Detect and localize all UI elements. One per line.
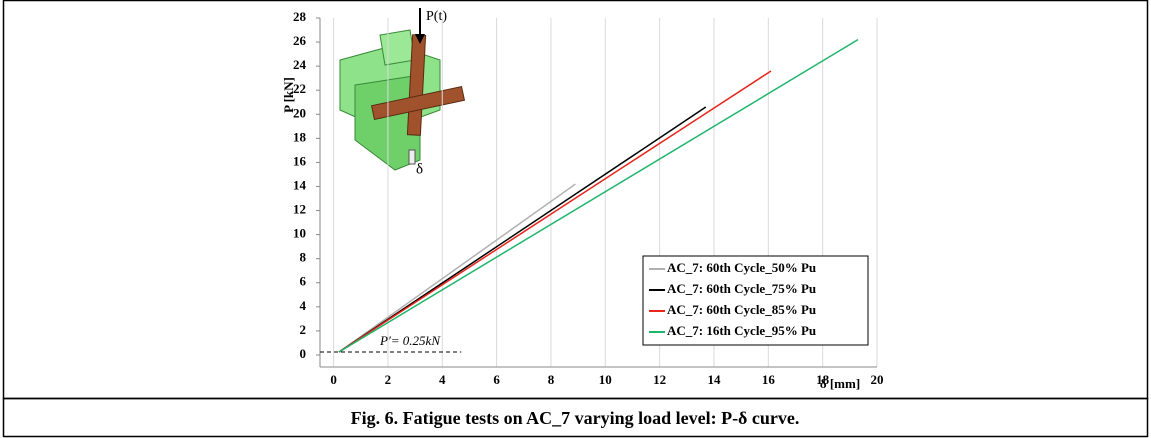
y-tick-label: 14 — [293, 177, 307, 192]
x-tick-label: 2 — [385, 372, 392, 387]
series-line — [338, 106, 707, 353]
series-line — [338, 39, 859, 353]
x-tick-label: 14 — [707, 372, 721, 387]
caption-frame — [2, 397, 1149, 438]
legend-label: AC_7: 60th Cycle_50% Pu — [667, 260, 816, 275]
reference-label: P′= 0.25kN — [379, 333, 441, 348]
legend-label: AC_7: 16th Cycle_95% Pu — [667, 323, 816, 338]
figure-frame — [2, 0, 1149, 400]
x-tick-label: 18 — [816, 372, 830, 387]
caption: Fig. 6. Fatigue tests on AC_7 varying lo… — [351, 408, 800, 428]
y-tick-label: 24 — [293, 57, 307, 72]
legend-label: AC_7: 60th Cycle_75% Pu — [667, 281, 816, 296]
y-tick-label: 6 — [300, 274, 307, 289]
y-tick-label: 10 — [293, 226, 306, 241]
y-tick-label: 12 — [293, 202, 306, 217]
y-axis-title: P [kN] — [281, 77, 296, 113]
x-tick-label: 16 — [762, 372, 776, 387]
y-tick-label: 16 — [293, 153, 307, 168]
y-tick-label: 28 — [293, 9, 307, 24]
y-tick-label: 20 — [293, 105, 306, 120]
legend-box — [642, 255, 869, 346]
series-line — [338, 183, 576, 353]
x-tick-label: 10 — [599, 372, 612, 387]
y-tick-label: 0 — [300, 346, 307, 361]
inset-label: δ — [416, 161, 423, 177]
x-tick-label: 6 — [493, 372, 500, 387]
y-tick-label: 18 — [293, 129, 307, 144]
inset-label: P(t) — [426, 9, 447, 24]
y-tick-label: 4 — [300, 298, 307, 313]
series-line — [338, 70, 772, 353]
y-tick-label: 8 — [300, 250, 307, 265]
x-tick-label: 20 — [871, 372, 884, 387]
x-axis-title: δ [mm] — [820, 376, 860, 391]
x-tick-label: 12 — [653, 372, 666, 387]
legend-label: AC_7: 60th Cycle_85% Pu — [667, 302, 816, 317]
y-tick-label: 26 — [293, 33, 307, 48]
x-tick-label: 4 — [439, 372, 446, 387]
x-tick-label: 8 — [548, 372, 555, 387]
inset-illustration — [339, 8, 466, 171]
y-tick-label: 2 — [300, 322, 307, 337]
y-tick-label: 22 — [293, 81, 306, 96]
x-tick-label: 0 — [330, 372, 337, 387]
